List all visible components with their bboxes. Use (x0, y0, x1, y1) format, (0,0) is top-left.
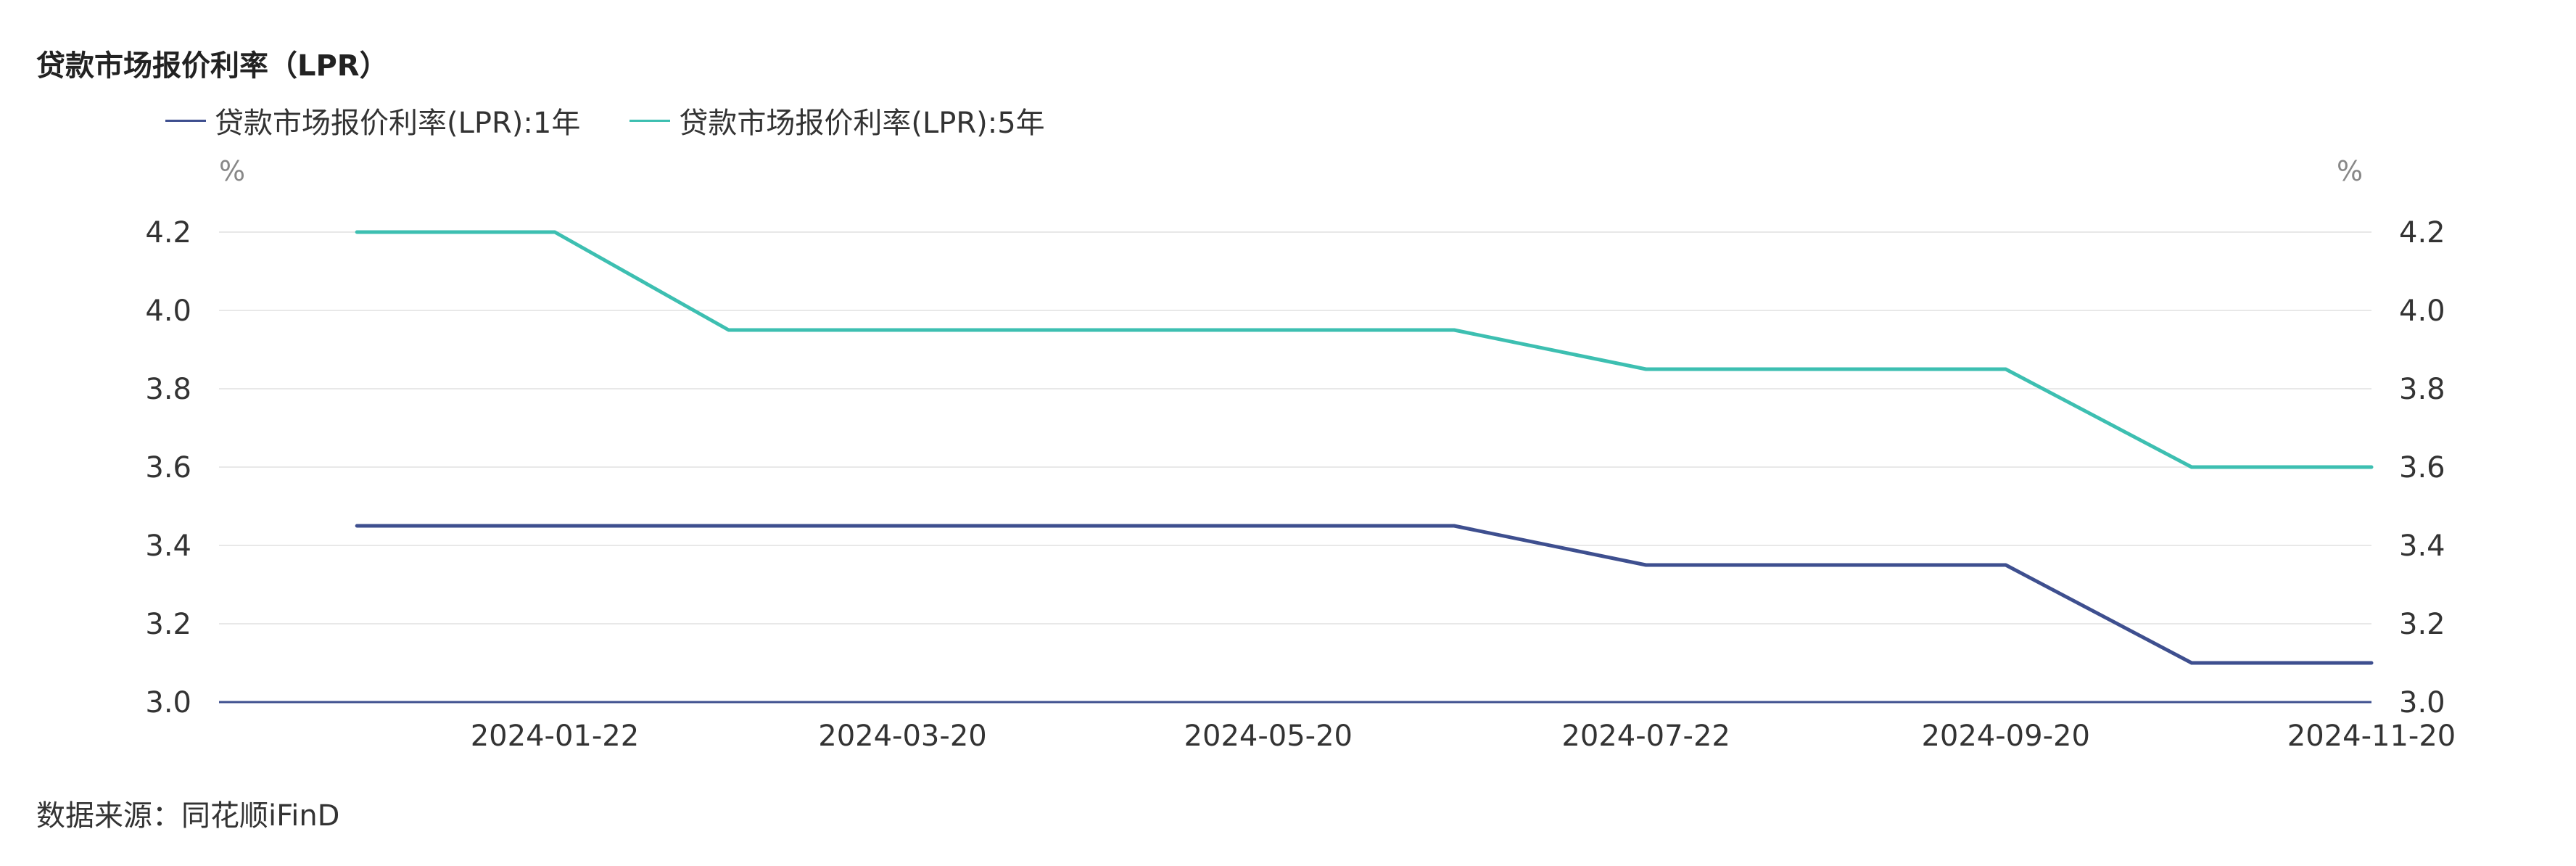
y-tick-label-right: 3.2 (2399, 608, 2445, 641)
y-tick-label-left: 4.0 (145, 294, 191, 328)
legend: 贷款市场报价利率(LPR):1年 贷款市场报价利率(LPR):5年 (165, 100, 1094, 141)
y-axis-unit-right: % (2337, 155, 2364, 187)
y-tick-label-left: 3.4 (145, 529, 191, 563)
chart-title: 贷款市场报价利率（LPR） (36, 49, 389, 83)
legend-swatch-1y (165, 119, 206, 122)
y-tick-label-right: 4.0 (2399, 294, 2445, 328)
y-tick-label-left: 3.0 (145, 686, 191, 719)
legend-label-5y: 贷款市场报价利率(LPR):5年 (679, 107, 1045, 140)
legend-swatch-5y (629, 119, 671, 122)
legend-label-1y: 贷款市场报价利率(LPR):1年 (215, 107, 581, 140)
y-tick-label-left: 3.8 (145, 373, 191, 406)
data-source: 数据来源：同花顺iFinD (36, 799, 340, 833)
x-tick-label: 2024-01-22 (471, 719, 639, 753)
y-tick-label-left: 4.2 (145, 216, 191, 250)
legend-item-5y[interactable]: 贷款市场报价利率(LPR):5年 (629, 99, 1045, 141)
series-line-5y (355, 230, 2374, 469)
x-tick-label: 2024-07-22 (1561, 719, 1730, 753)
y-tick-label-right: 3.0 (2399, 686, 2445, 719)
y-tick-label-left: 3.2 (145, 608, 191, 641)
y-axis-unit-left: % (219, 155, 246, 187)
y-tick-label-right: 3.6 (2399, 451, 2445, 484)
x-tick-label: 2024-03-20 (818, 719, 986, 753)
y-tick-label-right: 3.8 (2399, 373, 2445, 406)
series-line-1y (355, 524, 2374, 665)
x-tick-label: 2024-05-20 (1184, 719, 1353, 753)
y-tick-label-right: 4.2 (2399, 216, 2445, 250)
y-tick-label-right: 3.4 (2399, 529, 2445, 563)
legend-item-1y[interactable]: 贷款市场报价利率(LPR):1年 (165, 99, 580, 141)
y-tick-label-left: 3.6 (145, 451, 191, 484)
x-tick-label: 2024-11-20 (2287, 719, 2456, 753)
x-tick-label: 2024-09-20 (1921, 719, 2089, 753)
